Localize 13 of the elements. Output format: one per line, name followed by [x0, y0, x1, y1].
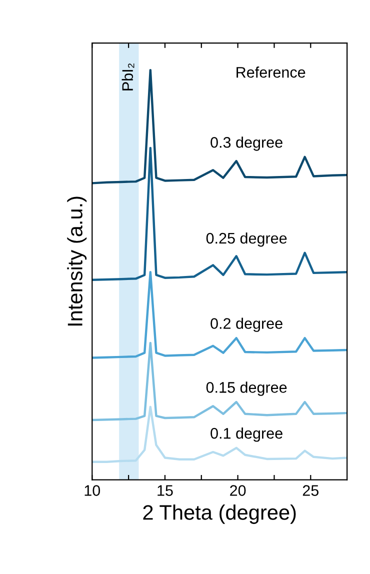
band-label: PbI₂ [122, 63, 134, 90]
x-tick-label: 20 [230, 485, 246, 496]
series-label: 0.15 degree [206, 382, 287, 396]
series-label: 0.3 degree [210, 136, 282, 151]
series-label: 0.25 degree [206, 232, 287, 247]
x-axis-title: 2 Theta (degree) [143, 504, 296, 524]
series-label: 0.1 degree [210, 428, 282, 442]
series-label: 0.2 degree [210, 318, 282, 332]
annotation: Reference [236, 66, 306, 78]
x-tick-label: 25 [302, 485, 318, 496]
x-tick-label: 10 [84, 485, 100, 496]
y-axis-title: Intensity (a.u.) [67, 196, 87, 326]
x-tick-label: 15 [158, 485, 173, 496]
